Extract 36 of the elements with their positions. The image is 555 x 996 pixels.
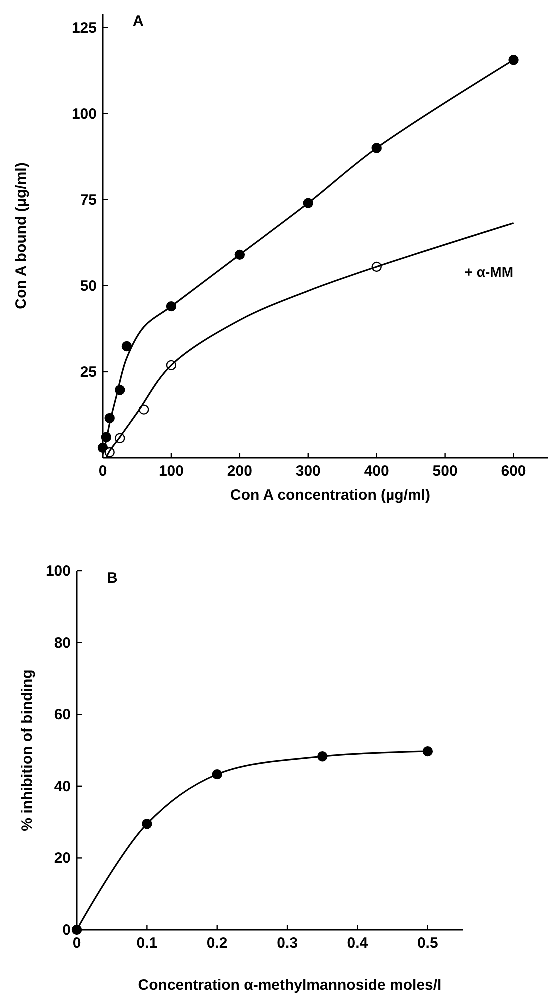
x-tick-label: 100: [158, 463, 184, 480]
point: [122, 341, 132, 352]
x-axis-title: Con A concentration (µg/ml): [230, 487, 431, 504]
x-tick-label: 0.1: [136, 935, 158, 952]
x-tick-label: 300: [296, 463, 321, 480]
point: [318, 752, 328, 762]
point: [142, 818, 152, 830]
y-tick-label: 125: [72, 20, 97, 37]
x-tick-label: 400: [364, 463, 390, 480]
chart-title: A: [133, 13, 144, 30]
y-tick-label: 20: [54, 850, 71, 868]
y-tick-label: 100: [46, 563, 71, 580]
y-tick-label: 25: [80, 364, 97, 381]
point: [212, 769, 222, 780]
y-tick-label: 75: [80, 192, 97, 209]
x-tick-label: 0.2: [206, 935, 228, 952]
x-tick-label: 500: [432, 463, 458, 480]
y-tick-label: 50: [80, 278, 97, 295]
series-label: + α-MM: [464, 264, 514, 280]
y-axis-title: % inhibition of binding: [19, 670, 36, 832]
chart-title: B: [107, 570, 118, 587]
y-tick-label: 80: [54, 634, 71, 652]
x-tick-label: 200: [227, 463, 252, 480]
y-tick-label: 100: [72, 106, 97, 123]
x-tick-label: 0: [98, 463, 108, 480]
x-tick-label: 600: [501, 463, 526, 480]
x-tick-label: 0.4: [347, 935, 369, 952]
y-tick-label: 40: [54, 778, 71, 796]
y-tick-label: 0: [62, 922, 71, 939]
x-axis-title: Concentration α-methylmannoside moles/l: [138, 977, 442, 994]
y-axis-title: Con A bound (µg/ml): [13, 162, 30, 310]
point: [72, 924, 82, 936]
y-tick-label: 60: [54, 706, 71, 724]
x-tick-label: 0.3: [277, 935, 298, 952]
x-tick-label: 0.5: [417, 935, 438, 952]
point: [422, 746, 434, 757]
